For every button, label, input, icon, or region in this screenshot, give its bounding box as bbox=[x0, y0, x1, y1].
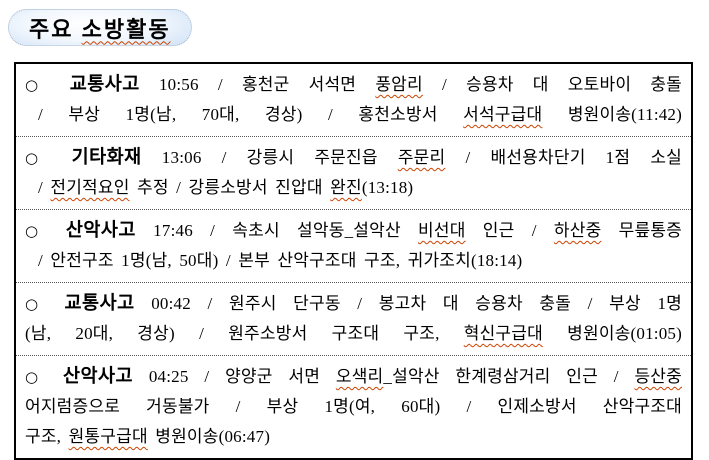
incident-text: 병원이송(11:42) bbox=[542, 105, 682, 124]
incident-text: / 승용차 대 오토바이 충돌 bbox=[422, 75, 683, 94]
incident-text: 추정 / 강릉소방서 진압대 bbox=[129, 178, 331, 197]
incident-text: / 부상 1명(남, 70대, 경상) / 홍천소방서 bbox=[38, 105, 464, 124]
incident-line: ○ 산악사고 17:46 / 속초시 설악동_설악산 비선대 인근 / 하산중 … bbox=[25, 215, 682, 246]
incident-row: ○ 산악사고 04:25 / 양양군 서면 오색리_설악산 한계령삼거리 인근 … bbox=[16, 355, 691, 458]
incident-text: 인근 / bbox=[465, 221, 554, 240]
bullet-icon: ○ bbox=[25, 295, 65, 313]
incident-row: ○ 교통사고 10:56 / 홍천군 서석면 풍암리 / 승용차 대 오토바이 … bbox=[16, 64, 691, 136]
incident-category: 산악사고 bbox=[65, 219, 136, 240]
incident-row: ○ 산악사고 17:46 / 속초시 설악동_설악산 비선대 인근 / 하산중 … bbox=[16, 209, 691, 282]
incident-text: 17:46 / 속초시 설악동_설악산 bbox=[135, 221, 419, 240]
incident-category: 산악사고 bbox=[62, 365, 134, 386]
incident-line: / 안전구조 1명(남, 50대) / 본부 산악구조대 구조, 귀가조치(18… bbox=[25, 246, 682, 276]
incident-text: (13:18) bbox=[361, 178, 414, 197]
misspelled-word: 주문리 bbox=[397, 148, 446, 167]
incident-text: 무릎통증 bbox=[601, 221, 683, 240]
incident-text: 구조, bbox=[25, 427, 69, 446]
misspelled-word: 혁신구급대 bbox=[463, 324, 543, 343]
incident-line: / 전기적요인 추정 / 강릉소방서 진압대 완진(13:18) bbox=[25, 173, 682, 203]
incident-text: 00:42 / 원주시 단구동 / 봉고차 대 승용차 충돌 / 부상 1명 bbox=[134, 294, 682, 313]
misspelled-word: 비선대 bbox=[418, 221, 466, 240]
title-text: 주요 bbox=[29, 16, 82, 42]
incident-line: ○ 산악사고 04:25 / 양양군 서면 오색리_설악산 한계령삼거리 인근 … bbox=[25, 361, 682, 392]
incident-text: (남, 20대, 경상) / 원주소방서 구조대 구조, bbox=[25, 324, 464, 343]
incident-line: ○ 교통사고 10:56 / 홍천군 서석면 풍암리 / 승용차 대 오토바이 … bbox=[25, 69, 682, 100]
title-badge: 주요 소방활동 bbox=[8, 9, 192, 46]
bullet-icon: ○ bbox=[25, 149, 72, 167]
bullet-icon: ○ bbox=[25, 222, 66, 240]
incident-row: ○ 교통사고 00:42 / 원주시 단구동 / 봉고차 대 승용차 충돌 / … bbox=[16, 282, 691, 355]
misspelled-word: 하산중 bbox=[553, 221, 602, 240]
misspelled-word: 풍암리 bbox=[375, 75, 423, 94]
page-title: 주요 소방활동 bbox=[29, 12, 171, 44]
bullet-icon: ○ bbox=[25, 368, 63, 386]
incident-text: / 배선용차단기 1점 소실 bbox=[445, 148, 682, 167]
misspelled-word: 소방활동 bbox=[81, 16, 171, 42]
incident-category: 기타화재 bbox=[71, 146, 142, 167]
incident-line: 어지럼증으로 거동불가 / 부상 1명(여, 60대) / 인제소방서 산악구조… bbox=[25, 392, 682, 422]
incident-line: ○ 교통사고 00:42 / 원주시 단구동 / 봉고차 대 승용차 충돌 / … bbox=[25, 288, 682, 319]
incident-category: 교통사고 bbox=[64, 292, 135, 313]
incident-text: 병원이송(01:05) bbox=[542, 324, 682, 343]
bullet-icon: ○ bbox=[25, 76, 70, 94]
incident-line: 구조, 원통구급대 병원이송(06:47) bbox=[25, 422, 682, 452]
incident-text: _설악산 한계령삼거리 인근 / bbox=[383, 367, 635, 386]
incident-text: 13:06 / 강릉시 주문진읍 bbox=[141, 148, 398, 167]
incident-category: 교통사고 bbox=[69, 73, 140, 94]
misspelled-word: 완진 bbox=[330, 178, 362, 197]
misspelled-word: 전기적요인 bbox=[50, 178, 130, 197]
incident-board: ○ 교통사고 10:56 / 홍천군 서석면 풍암리 / 승용차 대 오토바이 … bbox=[14, 62, 693, 460]
incident-line: (남, 20대, 경상) / 원주소방서 구조대 구조, 혁신구급대 병원이송(… bbox=[25, 319, 682, 349]
misspelled-word: 등산중 bbox=[634, 367, 682, 386]
incident-text: / 안전구조 1명(남, 50대) / 본부 산악구조대 구조, 귀가조치(18… bbox=[38, 251, 523, 270]
misspelled-word: 오색리 bbox=[335, 367, 384, 386]
incident-text: 04:25 / 양양군 서면 bbox=[133, 367, 336, 386]
incident-text: 병원이송(06:47) bbox=[147, 427, 271, 446]
misspelled-word: 원통구급대 bbox=[68, 427, 148, 446]
incident-text: 어지럼증으로 거동불가 / 부상 1명(여, 60대) / 인제소방서 산악구조… bbox=[25, 397, 682, 416]
incident-line: / 부상 1명(남, 70대, 경상) / 홍천소방서 서석구급대 병원이송(1… bbox=[25, 100, 682, 130]
incident-row: ○ 기타화재 13:06 / 강릉시 주문진읍 주문리 / 배선용차단기 1점 … bbox=[16, 136, 691, 209]
incident-text: / bbox=[38, 178, 51, 197]
incident-line: ○ 기타화재 13:06 / 강릉시 주문진읍 주문리 / 배선용차단기 1점 … bbox=[25, 142, 682, 173]
incident-text: 10:56 / 홍천군 서석면 bbox=[139, 75, 376, 94]
misspelled-word: 서석구급대 bbox=[463, 105, 543, 124]
